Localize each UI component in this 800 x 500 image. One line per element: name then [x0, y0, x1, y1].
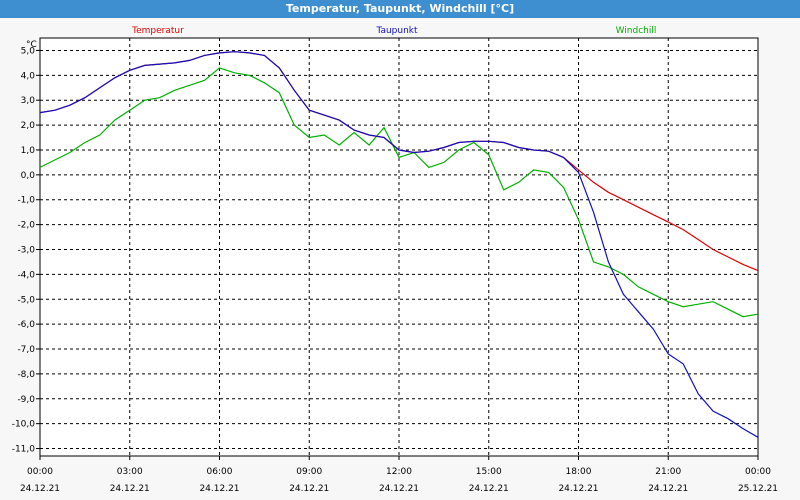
y-tick-label: 5,0 [21, 46, 36, 56]
x-tick-time: 18:00 [566, 467, 592, 477]
x-tick-date: 24.12.21 [199, 484, 239, 494]
x-tick-time: 00:00 [745, 467, 771, 477]
series-line-taupunkt [39, 51, 759, 438]
y-tick-label: -11,0 [12, 445, 36, 455]
y-tick-label: 3,0 [21, 96, 36, 106]
legend-item-taupunkt: Taupunkt [375, 26, 418, 36]
y-tick-label: 4,0 [21, 71, 36, 81]
x-tick-time: 12:00 [386, 467, 412, 477]
legend: Temperatur Taupunkt Windchill [131, 26, 656, 36]
x-tick-date: 24.12.21 [379, 484, 419, 494]
series-line-windchill [39, 67, 759, 318]
y-axis: 5,0 4,0 3,0 2,0 1,0 0,0 -1,0 -2,0 -3,0 -4,0 -5,0 -6… [12, 46, 40, 455]
y-axis-label: °C [26, 40, 37, 50]
y-tick-label: -4,0 [17, 270, 35, 280]
x-tick-date: 24.12.21 [20, 484, 60, 494]
x-tick-date: 24.12.21 [289, 484, 329, 494]
x-tick-date: 24.12.21 [558, 484, 598, 494]
y-tick-label: -2,0 [17, 221, 35, 231]
y-tick-label: -10,0 [12, 420, 36, 430]
x-tick-time: 06:00 [207, 467, 233, 477]
window-title: Temperatur, Taupunkt, Windchill [°C] [0, 0, 800, 18]
x-tick-date: 24.12.21 [110, 484, 150, 494]
x-tick-time: 03:00 [117, 467, 143, 477]
series-lines [39, 51, 759, 438]
grid [40, 38, 758, 456]
legend-item-windchill: Windchill [616, 26, 657, 36]
y-tick-label: -6,0 [17, 320, 35, 330]
x-axis: 00:00 24.12.21 03:00 24.12.21 06:00 24.12.21 0… [20, 456, 778, 494]
x-tick-date: 24.12.21 [469, 484, 509, 494]
y-tick-label: 2,0 [21, 121, 36, 131]
chart-area: 5,0 4,0 3,0 2,0 1,0 0,0 -1,0 -2,0 -3,0 -4,0 -5,0 -6… [0, 18, 800, 500]
x-tick-time: 00:00 [27, 467, 53, 477]
legend-item-temperatur: Temperatur [131, 26, 184, 36]
y-tick-label: -3,0 [17, 245, 35, 255]
x-tick-date: 25.12.21 [738, 484, 778, 494]
y-tick-label: -9,0 [17, 395, 35, 405]
y-tick-label: -5,0 [17, 295, 35, 305]
y-tick-label: 0,0 [21, 171, 36, 181]
x-tick-time: 15:00 [476, 467, 502, 477]
x-tick-time: 21:00 [655, 467, 681, 477]
y-tick-label: -8,0 [17, 370, 35, 380]
x-tick-date: 24.12.21 [648, 484, 688, 494]
y-tick-label: -7,0 [17, 345, 35, 355]
x-tick-time: 09:00 [296, 467, 322, 477]
y-tick-label: -1,0 [17, 196, 35, 206]
y-tick-label: 1,0 [21, 146, 36, 156]
